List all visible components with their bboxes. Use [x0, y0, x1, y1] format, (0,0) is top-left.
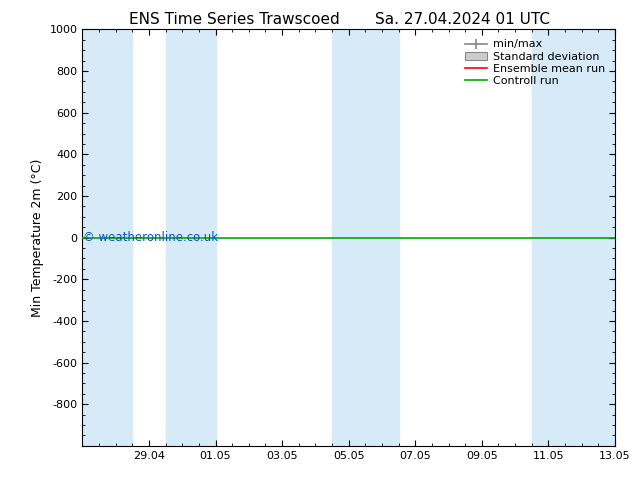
Bar [165, 29, 216, 446]
Bar [332, 29, 399, 446]
Text: Sa. 27.04.2024 01 UTC: Sa. 27.04.2024 01 UTC [375, 12, 550, 27]
Legend: min/max, Standard deviation, Ensemble mean run, Controll run: min/max, Standard deviation, Ensemble me… [460, 35, 609, 91]
Y-axis label: Min Temperature 2m (°C): Min Temperature 2m (°C) [31, 158, 44, 317]
Text: © weatheronline.co.uk: © weatheronline.co.uk [83, 231, 218, 244]
Bar [82, 29, 133, 446]
Text: ENS Time Series Trawscoed: ENS Time Series Trawscoed [129, 12, 340, 27]
Bar [532, 29, 615, 446]
